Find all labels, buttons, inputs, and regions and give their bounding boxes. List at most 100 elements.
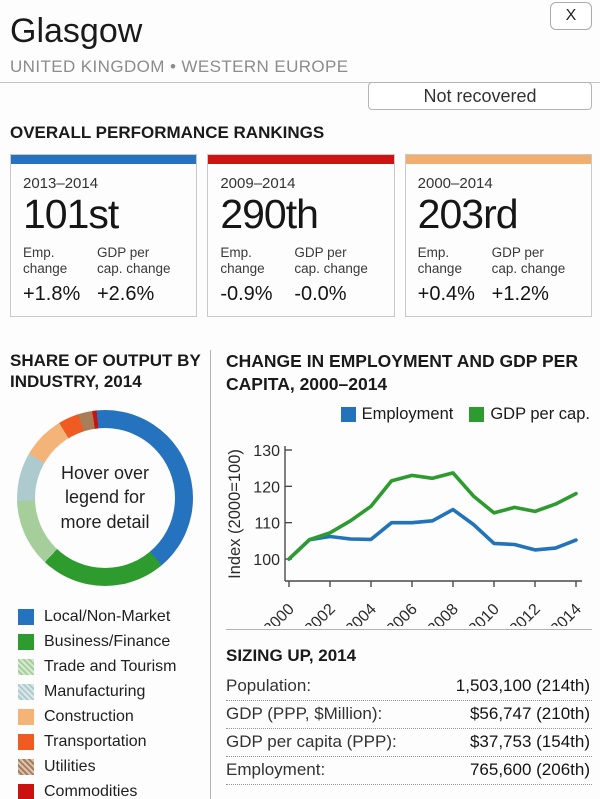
card-metrics: Emp. change -0.9% GDP per cap. change -0… [220,245,381,306]
table-row-employment: Employment: 765,600 (206th) [226,757,592,785]
location-subtitle: UNITED KINGDOM • WESTERN EUROPE [10,57,349,76]
x-tick-label: 2006 [384,600,421,625]
row-value: 1,503,100 (214th) [455,675,590,695]
y-axis-title: Index (2000=100) [226,449,244,579]
legend-item-local-non-market[interactable]: Local/Non-Market [18,608,207,626]
table-row-gdp-per-capita: GDP per capita (PPP): $37,753 (154th) [226,729,592,757]
metric-value: +1.8% [23,283,81,306]
ranking-card-2000-2014: 2000–2014 203rd Emp. change +0.4% GDP pe… [404,154,592,317]
y-tick-label: 120 [253,479,280,496]
y-tick-label: 110 [254,515,280,532]
lower-panels: SHARE OF OUTPUT BY INDUSTRY, 2014 Hover … [0,350,600,799]
y-tick-label: 100 [253,551,280,568]
legend-swatch [18,658,34,675]
x-tick-label: 2002 [302,600,339,625]
x-tick-label: 2012 [507,600,544,625]
growth-chart-heading: CHANGE IN EMPLOYMENT AND GDP PER CAPITA,… [226,351,578,394]
overall-performance-section: OVERALL PERFORMANCE RANKINGS 2013–2014 1… [0,123,600,317]
close-button[interactable]: X [550,2,592,30]
line-chart-legend: Employment GDP per cap. [226,405,592,424]
ranking-cards: 2013–2014 101st Emp. change +1.8% GDP pe… [10,154,592,317]
recovery-status-badge: Not recovered [368,82,592,110]
metric-label: Emp. change [417,245,462,277]
legend-label: Commodities [44,782,138,799]
legend-label: GDP per cap. [490,404,590,423]
sizing-heading: SIZING UP, 2014 [226,645,357,665]
row-label: Employment: [226,759,326,779]
card-metrics: Emp. change +1.8% GDP per cap. change +2… [23,245,184,306]
legend-item-employment[interactable]: Employment [340,404,454,424]
ranking-card-2009-2014: 2009–2014 290th Emp. change -0.9% GDP pe… [207,154,395,317]
legend-item-business-finance[interactable]: Business/Finance [18,633,207,651]
legend-label: Transportation [44,732,147,750]
x-tick-label: 2010 [466,600,503,625]
metric-value: -0.9% [220,283,273,306]
sizing-table: Population: 1,503,100 (214th) GDP (PPP, … [226,673,592,785]
employment-change-metric: Emp. change +0.4% [418,245,480,306]
legend-swatch [18,708,34,725]
metric-label: Emp. change [23,245,68,277]
row-value: $56,747 (210th) [469,703,590,723]
column-divider [210,350,211,799]
page-title: Glasgow [10,12,143,50]
table-row-gdp: GDP (PPP, $Million): $56,747 (210th) [226,701,592,729]
card-accent-bar [405,155,591,164]
legend-label: Employment [361,404,454,423]
employment-change-metric: Emp. change -0.9% [220,245,282,306]
ranking-card-2013-2014: 2013–2014 101st Emp. change +1.8% GDP pe… [10,154,198,317]
series-line-gdp-per-cap- [287,470,578,561]
header-divider [0,82,600,83]
legend-item-utilities[interactable]: Utilities [18,758,207,776]
legend-swatch [469,406,485,422]
legend-item-manufacturing[interactable]: Manufacturing [18,683,207,701]
industry-donut-chart[interactable]: Hover over legend for more detail [17,409,193,586]
gdp-change-metric: GDP per cap. change -0.0% [294,245,369,306]
legend-label: Business/Finance [44,632,171,650]
metric-value: +1.2% [491,283,549,306]
card-rank: 203rd [417,191,519,237]
legend-label: Local/Non-Market [44,607,171,625]
metric-label: GDP per cap. change [491,245,566,277]
row-label: GDP (PPP, $Million): [226,703,383,723]
metric-value: +0.4% [417,283,475,306]
rankings-heading: OVERALL PERFORMANCE RANKINGS [10,123,325,142]
employment-change-metric: Emp. change +1.8% [23,245,85,306]
legend-item-commodities[interactable]: Commodities [18,783,207,799]
card-period: 2013–2014 [23,175,99,192]
legend-swatch [18,783,34,799]
metric-label: Emp. change [220,245,265,277]
gdp-change-metric: GDP per cap. change +1.2% [492,245,567,306]
row-label: Population: [226,675,312,695]
metric-value: -0.0% [294,283,347,306]
legend-label: Manufacturing [44,682,146,700]
legend-item-transportation[interactable]: Transportation [18,733,207,751]
y-tick-label: 130 [253,443,280,460]
metric-label: GDP per cap. change [294,245,368,277]
metric-label: GDP per cap. change [97,245,171,277]
row-label: GDP per capita (PPP): [226,731,397,751]
row-value: $37,753 (154th) [469,731,590,751]
row-value: 765,600 (206th) [469,759,590,779]
x-tick-label: 2008 [425,600,462,625]
legend-item-gdp-per-cap[interactable]: GDP per cap. [469,405,590,424]
legend-label: Construction [44,707,134,725]
employment-gdp-line-chart: 100 110 120 130 2000 2002 2004 2006 2008 2010 2012… [226,443,585,626]
x-tick-label: 2004 [343,600,380,625]
card-accent-bar [11,155,197,164]
growth-chart-section: CHANGE IN EMPLOYMENT AND GDP PER CAPITA,… [211,350,592,799]
metric-value: +2.6% [97,283,155,306]
legend-item-trade-tourism[interactable]: Trade and Tourism [18,658,207,676]
legend-label: Utilities [44,757,96,775]
legend-swatch [340,406,356,422]
legend-swatch [18,633,34,650]
card-rank: 290th [220,191,319,237]
series-line-employment [287,507,578,561]
card-metrics: Emp. change +0.4% GDP per cap. change +1… [418,245,579,306]
industry-share-section: SHARE OF OUTPUT BY INDUSTRY, 2014 Hover … [10,350,207,799]
legend-item-construction[interactable]: Construction [18,708,207,726]
legend-swatch [18,758,34,775]
sizing-divider [226,628,592,630]
table-row-population: Population: 1,503,100 (214th) [226,673,592,701]
legend-swatch [18,733,34,750]
